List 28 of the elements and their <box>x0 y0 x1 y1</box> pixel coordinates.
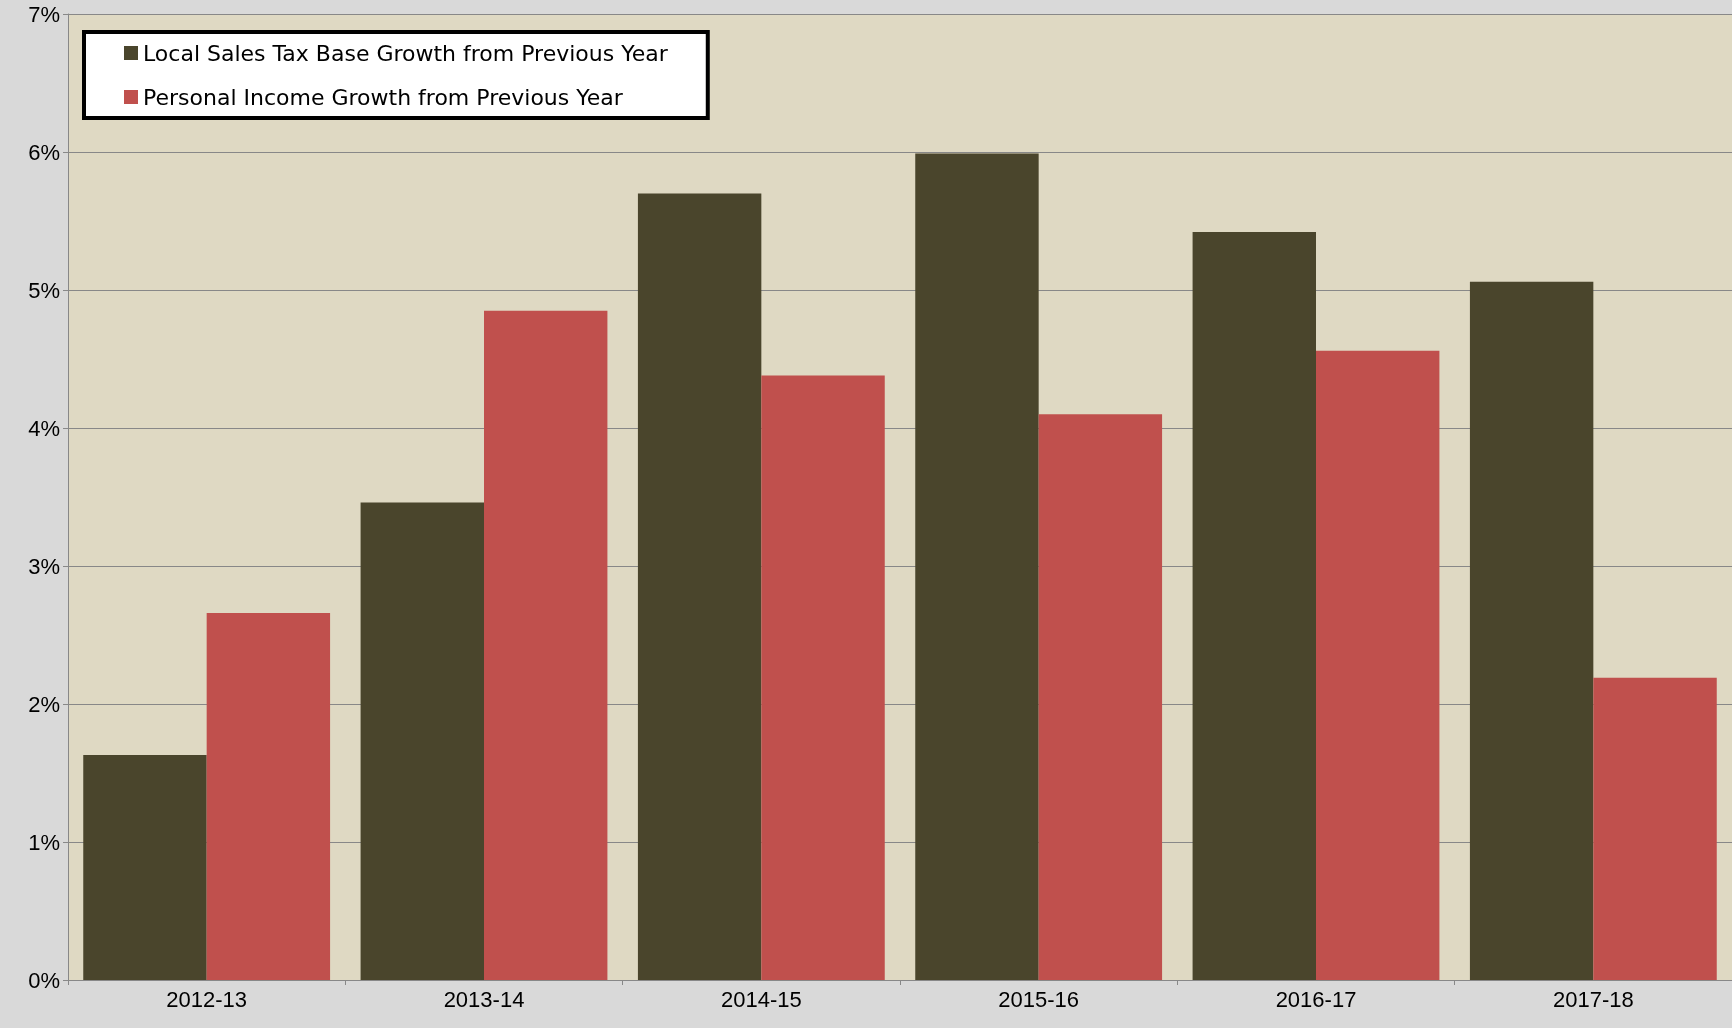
y-tick-label: 4% <box>28 415 60 441</box>
bar <box>1593 677 1717 980</box>
y-tick-label: 7% <box>28 1 60 27</box>
x-tick-label: 2012-13 <box>166 986 248 1012</box>
bar <box>360 502 484 980</box>
y-tick-label: 6% <box>28 139 60 165</box>
bar <box>1192 232 1316 980</box>
bar <box>1038 414 1163 980</box>
y-tick-label: 2% <box>28 691 60 717</box>
x-tick-label: 2013-14 <box>443 986 525 1012</box>
bar <box>637 193 762 980</box>
bar <box>484 310 608 980</box>
bar <box>206 612 331 980</box>
legend-label: Personal Income Growth from Previous Year <box>143 84 624 110</box>
y-tick-label: 1% <box>28 829 60 855</box>
x-tick-label: 2017-18 <box>1552 986 1634 1012</box>
bar <box>1469 281 1594 980</box>
x-tick-label: 2014-15 <box>720 986 802 1012</box>
bar <box>761 375 885 980</box>
bar <box>1316 350 1440 980</box>
bar <box>915 153 1039 980</box>
x-tick-label: 2016-17 <box>1275 986 1357 1012</box>
legend-label: Local Sales Tax Base Growth from Previous Year <box>143 40 669 66</box>
x-tick-label: 2015-16 <box>998 986 1080 1012</box>
y-tick-label: 5% <box>28 277 60 303</box>
bar <box>83 755 207 980</box>
y-tick-label: 0% <box>28 967 60 993</box>
y-tick-label: 3% <box>28 553 60 579</box>
